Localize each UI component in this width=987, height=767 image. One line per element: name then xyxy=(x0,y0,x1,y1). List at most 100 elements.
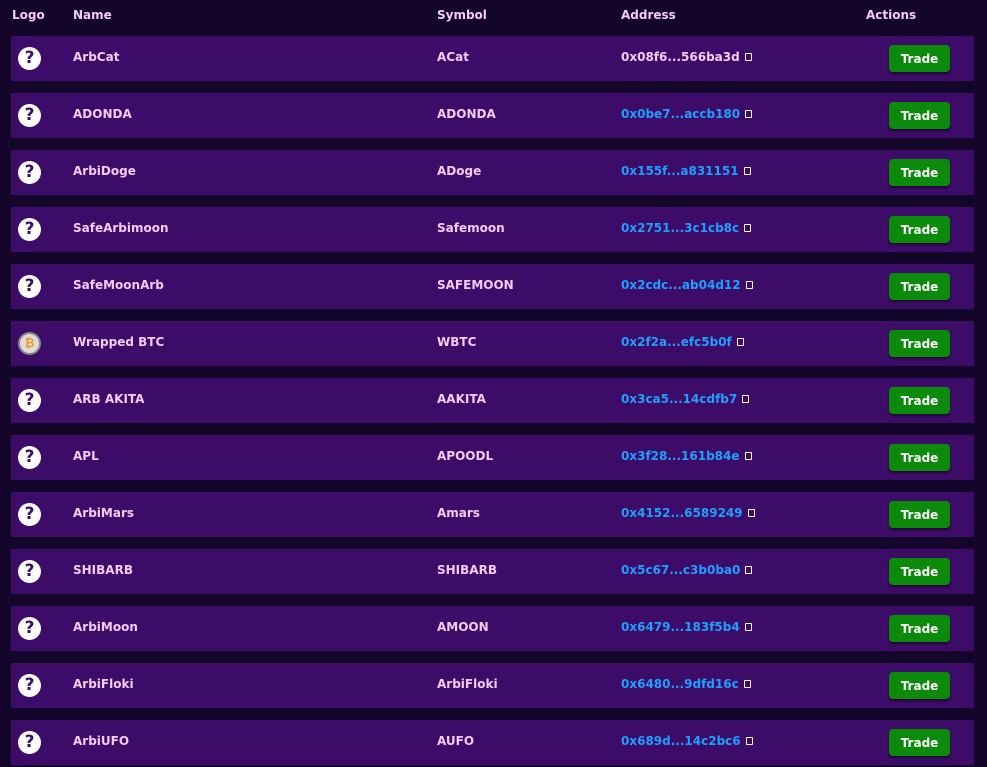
header-actions: Actions xyxy=(866,8,917,22)
question-icon: ? xyxy=(18,503,41,526)
copy-icon[interactable] xyxy=(743,167,751,175)
copy-icon[interactable] xyxy=(744,452,752,460)
token-symbol: ADoge xyxy=(437,164,482,178)
address-text[interactable]: 0x4152...6589249 xyxy=(621,506,743,520)
question-icon: ? xyxy=(18,389,41,412)
trade-button[interactable]: Trade xyxy=(889,615,950,642)
address-text[interactable]: 0x3f28...161b84e xyxy=(621,449,740,463)
trade-button[interactable]: Trade xyxy=(889,387,950,414)
token-name: Wrapped BTC xyxy=(73,335,165,349)
question-icon: ? xyxy=(18,104,41,127)
header-address: Address xyxy=(621,8,676,22)
address-text[interactable]: 0x6480...9dfd16c xyxy=(621,677,739,691)
address-text[interactable]: 0x5c67...c3b0ba0 xyxy=(621,563,741,577)
token-name: SHIBARB xyxy=(73,563,133,577)
token-name: SafeArbimoon xyxy=(73,221,169,235)
address-text[interactable]: 0x6479...183f5b4 xyxy=(621,620,740,634)
token-address-link[interactable]: 0x6480...9dfd16c xyxy=(621,677,751,691)
token-symbol: WBTC xyxy=(437,335,477,349)
question-icon: ? xyxy=(18,674,41,697)
token-name: ArbCat xyxy=(73,50,120,64)
token-symbol: AMOON xyxy=(437,620,489,634)
table-row: ? ADONDA ADONDA 0x0be7...accb180 Trade xyxy=(11,93,974,138)
table-row: ? ArbiFloki ArbiFloki 0x6480...9dfd16c T… xyxy=(11,663,974,708)
copy-icon[interactable] xyxy=(745,281,753,289)
table-row: ? ArbCat ACat 0x08f6...566ba3d Trade xyxy=(11,36,974,81)
header-name: Name xyxy=(73,8,112,22)
trade-button[interactable]: Trade xyxy=(889,159,950,186)
token-address-link[interactable]: 0x2cdc...ab04d12 xyxy=(621,278,753,292)
copy-icon[interactable] xyxy=(742,395,750,403)
question-icon: ? xyxy=(18,275,41,298)
copy-icon[interactable] xyxy=(745,737,753,745)
token-name: ARB AKITA xyxy=(73,392,145,406)
table-row: ₿ Wrapped BTC WBTC 0x2f2a...efc5b0f Trad… xyxy=(11,321,974,366)
table-row: ? APL APOODL 0x3f28...161b84e Trade xyxy=(11,435,974,480)
table-row: ? ARB AKITA AAKITA 0x3ca5...14cdfb7 Trad… xyxy=(11,378,974,423)
question-icon: ? xyxy=(18,731,41,754)
trade-button[interactable]: Trade xyxy=(889,273,950,300)
question-icon: ? xyxy=(18,218,41,241)
token-symbol: Safemoon xyxy=(437,221,505,235)
trade-button[interactable]: Trade xyxy=(889,444,950,471)
token-symbol: SAFEMOON xyxy=(437,278,514,292)
token-symbol: SHIBARB xyxy=(437,563,497,577)
table-row: ? ArbiMars Amars 0x4152...6589249 Trade xyxy=(11,492,974,537)
trade-button[interactable]: Trade xyxy=(889,330,950,357)
table-row: ? SHIBARB SHIBARB 0x5c67...c3b0ba0 Trade xyxy=(11,549,974,594)
token-address-link[interactable]: 0x689d...14c2bc6 xyxy=(621,734,753,748)
token-symbol: AAKITA xyxy=(437,392,486,406)
copy-icon[interactable] xyxy=(744,224,752,232)
token-address-link[interactable]: 0x08f6...566ba3d xyxy=(621,50,752,64)
trade-button[interactable]: Trade xyxy=(889,45,950,72)
copy-icon[interactable] xyxy=(744,623,752,631)
trade-button[interactable]: Trade xyxy=(889,216,950,243)
token-symbol: AUFO xyxy=(437,734,475,748)
copy-icon[interactable] xyxy=(747,509,755,517)
trade-button[interactable]: Trade xyxy=(889,102,950,129)
token-address-link[interactable]: 0x5c67...c3b0ba0 xyxy=(621,563,753,577)
table-row: ? ArbiDoge ADoge 0x155f...a831151 Trade xyxy=(11,150,974,195)
token-name: ArbiMars xyxy=(73,506,135,520)
question-icon: ? xyxy=(18,161,41,184)
address-text[interactable]: 0x3ca5...14cdfb7 xyxy=(621,392,738,406)
token-name: ArbiMoon xyxy=(73,620,138,634)
token-address-link[interactable]: 0x155f...a831151 xyxy=(621,164,751,178)
address-text[interactable]: 0x155f...a831151 xyxy=(621,164,739,178)
table-row: ? ArbiMoon AMOON 0x6479...183f5b4 Trade xyxy=(11,606,974,651)
address-text[interactable]: 0x2751...3c1cb8c xyxy=(621,221,740,235)
token-address-link[interactable]: 0x3ca5...14cdfb7 xyxy=(621,392,750,406)
question-icon: ? xyxy=(18,47,41,70)
address-text[interactable]: 0x2cdc...ab04d12 xyxy=(621,278,741,292)
token-symbol: ACat xyxy=(437,50,469,64)
token-name: ArbiUFO xyxy=(73,734,130,748)
copy-icon[interactable] xyxy=(736,338,744,346)
token-address-link[interactable]: 0x4152...6589249 xyxy=(621,506,755,520)
address-text[interactable]: 0x08f6...566ba3d xyxy=(621,50,740,64)
copy-icon[interactable] xyxy=(745,566,753,574)
token-address-link[interactable]: 0x0be7...accb180 xyxy=(621,107,753,121)
trade-button[interactable]: Trade xyxy=(889,672,950,699)
trade-button[interactable]: Trade xyxy=(889,501,950,528)
token-address-link[interactable]: 0x2f2a...efc5b0f xyxy=(621,335,744,349)
question-icon: ? xyxy=(18,560,41,583)
token-address-link[interactable]: 0x6479...183f5b4 xyxy=(621,620,752,634)
token-name: APL xyxy=(73,449,99,463)
address-text[interactable]: 0x689d...14c2bc6 xyxy=(621,734,741,748)
token-symbol: APOODL xyxy=(437,449,494,463)
copy-icon[interactable] xyxy=(743,680,751,688)
header-symbol: Symbol xyxy=(437,8,487,22)
question-icon: ? xyxy=(18,617,41,640)
token-symbol: ADONDA xyxy=(437,107,496,121)
token-name: SafeMoonArb xyxy=(73,278,164,292)
address-text[interactable]: 0x0be7...accb180 xyxy=(621,107,741,121)
token-address-link[interactable]: 0x3f28...161b84e xyxy=(621,449,752,463)
question-icon: ? xyxy=(18,446,41,469)
copy-icon[interactable] xyxy=(744,53,752,61)
bitcoin-icon: ₿ xyxy=(18,332,41,355)
trade-button[interactable]: Trade xyxy=(889,729,950,756)
copy-icon[interactable] xyxy=(745,110,753,118)
address-text[interactable]: 0x2f2a...efc5b0f xyxy=(621,335,732,349)
trade-button[interactable]: Trade xyxy=(889,558,950,585)
token-address-link[interactable]: 0x2751...3c1cb8c xyxy=(621,221,752,235)
